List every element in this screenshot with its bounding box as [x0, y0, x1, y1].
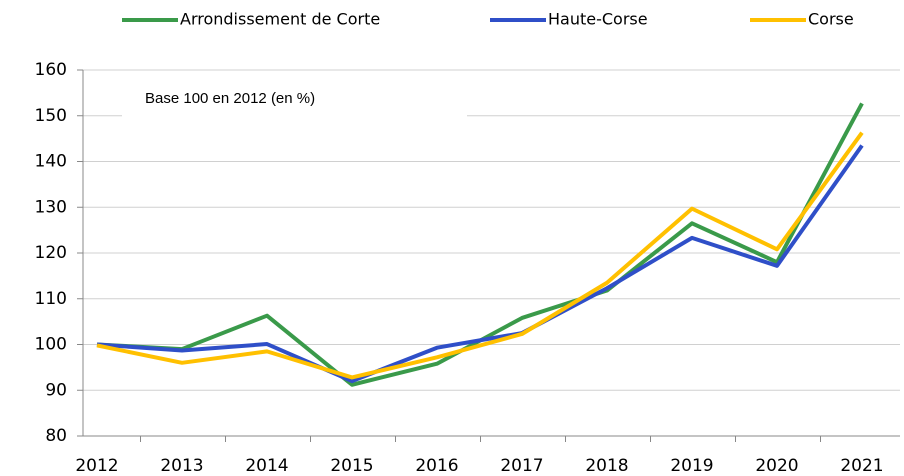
x-tick-label: 2017 — [500, 456, 543, 476]
x-tick-label: 2021 — [840, 456, 883, 476]
y-tick-label: 80 — [45, 426, 67, 446]
x-tick-label: 2015 — [330, 456, 373, 476]
series-line — [96, 144, 864, 384]
series-line — [96, 102, 864, 387]
annotation: Base 100 en 2012 (en %) — [145, 90, 315, 107]
y-tick-label: 140 — [35, 152, 67, 172]
legend-label: Haute-Corse — [548, 10, 648, 29]
x-tick-label: 2014 — [245, 456, 288, 476]
y-tick-label: 100 — [35, 335, 67, 355]
x-tick-label: 2018 — [585, 456, 628, 476]
series-line — [96, 131, 864, 380]
x-tick-label: 2016 — [415, 456, 458, 476]
y-tick-label: 150 — [35, 106, 67, 126]
x-tick-label: 2019 — [670, 456, 713, 476]
y-tick-label: 160 — [35, 60, 67, 80]
y-tick-label: 110 — [35, 289, 67, 309]
legend-label: Arrondissement de Corte — [180, 10, 380, 29]
annotation-box — [122, 72, 467, 127]
x-tick-label: 2013 — [160, 456, 203, 476]
y-tick-label: 120 — [35, 243, 67, 263]
legend-label: Corse — [808, 10, 854, 29]
x-tick-label: 2012 — [75, 456, 118, 476]
x-tick-label: 2020 — [755, 456, 798, 476]
y-tick-label: 90 — [45, 380, 67, 400]
y-tick-label: 130 — [35, 197, 67, 217]
